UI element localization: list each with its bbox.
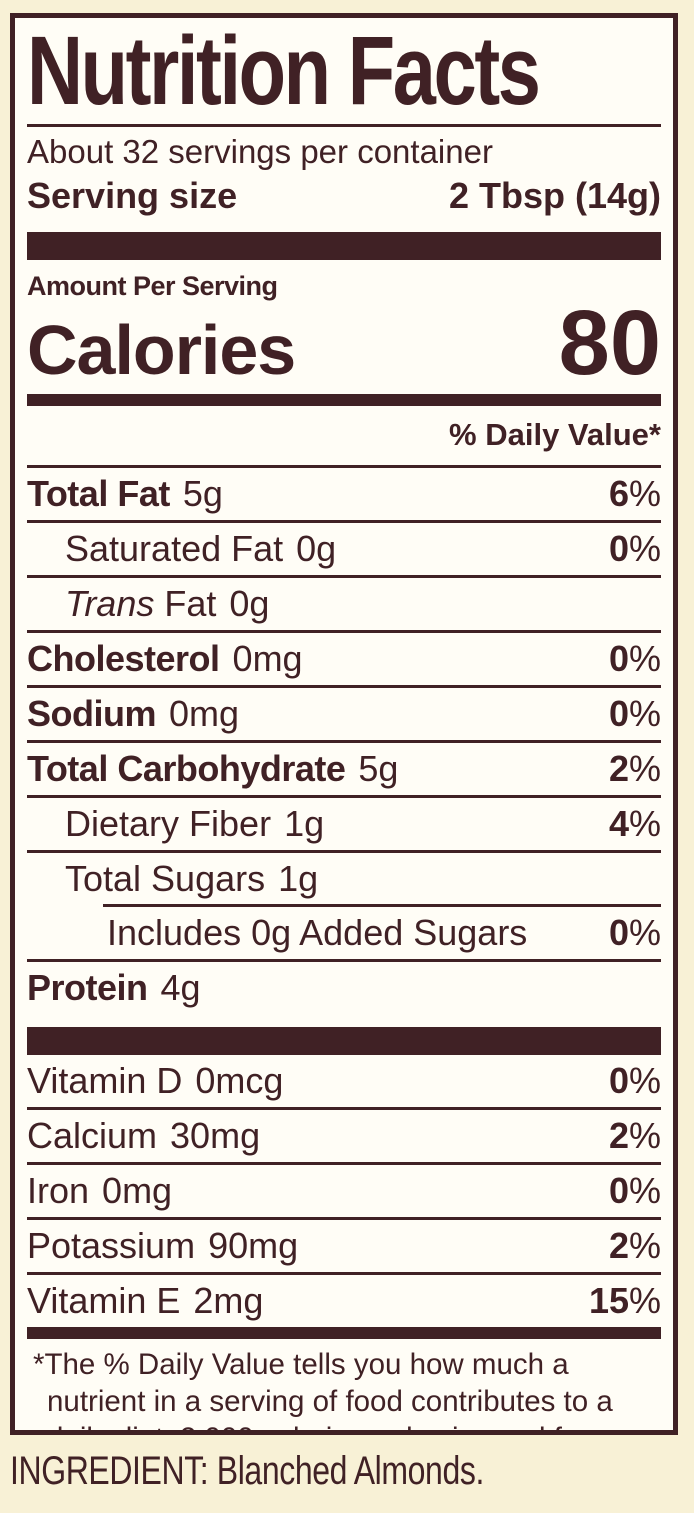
nutrient-name: Total Fat [27,473,170,515]
calories-row: Calories 80 [27,292,661,395]
calories-label: Calories [27,311,296,390]
nutrient-row: Dietary Fiber 1g 4% [27,794,661,850]
nutrient-name: Calcium [27,1115,158,1157]
nutrient-amount: 0mg [102,1169,173,1211]
nutrient-name: Saturated Fat [65,528,284,570]
nutrient-name: Iron [27,1169,90,1211]
daily-value-percent: 0% [608,1169,661,1211]
title-divider [27,124,661,128]
daily-value-percent: 0% [608,1060,661,1102]
nutrient-name: Vitamin E [27,1279,181,1321]
nutrient-amount: 1g [284,802,325,844]
vitamin-row: Potassium 90mg 2% [27,1216,661,1272]
nutrition-facts-title: Nutrition Facts [27,16,541,125]
thick-separator-bar-top [27,232,661,261]
ingredient-wrap: INGREDIENT: Blanched Almonds. [0,1435,694,1491]
nutrient-amount: 30mg [170,1115,261,1157]
nutrient-row: Total Sugars 1g [27,849,661,905]
daily-value-header: % Daily Value* [449,417,661,453]
nutrient-name: Total Carbohydrate [27,747,346,789]
nutrient-row: Trans Fat 0g [27,575,661,630]
nutrient-name: Cholesterol [27,638,220,680]
serving-size-label: Serving size [27,175,238,217]
nutrition-facts-label: Nutrition Facts About 32 servings per co… [10,13,678,1435]
nutrient-name: Sodium [27,692,157,734]
nutrient-row: Sodium 0mg 0% [27,684,661,740]
serving-size-row: Serving size 2 Tbsp (14g) [27,172,661,219]
nutrient-amount: 2mg [193,1279,264,1321]
nutrient-amount: 90mg [208,1224,299,1266]
nutrient-row: Includes 0g Added Sugars 0% [103,904,661,959]
nutrient-amount: 0g [296,528,337,570]
nutrient-name: Protein [27,967,148,1009]
medium-separator-bar-footnote [27,1326,661,1339]
nutrient-amount: 5g [182,473,223,515]
vitamin-row: Iron 0mg 0% [27,1161,661,1217]
nutrient-name: Fat [154,583,217,625]
serving-size-value: 2 Tbsp (14g) [448,175,661,217]
daily-value-percent: 0% [608,692,661,734]
thick-separator-bar-mid [27,1027,661,1056]
nutrient-amount: 4g [160,967,201,1009]
nutrient-name: Dietary Fiber [65,802,272,844]
nutrient-row: Saturated Fat 0g 0% [27,520,661,575]
servings-per-container: About 32 servings per container [27,133,493,171]
nutrient-name-italic: Trans [65,583,155,625]
vitamin-row: Vitamin E 2mg 15% [27,1271,661,1327]
ingredient-line: INGREDIENT: Blanched Almonds. [10,1449,484,1493]
vitamin-rows-section: Vitamin D 0mcg 0% Calcium 30mg 2% Iron 0mg … [27,1055,661,1326]
nutrient-name: Potassium [27,1224,196,1266]
calories-value: 80 [558,292,661,395]
nutrient-row: Cholesterol 0mg 0% [27,630,661,685]
daily-value-percent: 0% [608,528,661,570]
daily-value-percent: 0% [608,638,661,680]
daily-value-percent: 15% [588,1279,661,1321]
daily-value-percent: 2% [608,1224,661,1266]
nutrient-amount: 0mg [232,638,303,680]
daily-value-percent: 4% [608,802,661,844]
nutrient-row: Protein 4g [27,959,661,1014]
nutrient-rows-section: Total Fat 5g 6% Saturated Fat 0g 0% Trans … [27,465,661,1014]
nutrient-amount: 5g [358,747,399,789]
title-wrap: Nutrition Facts [27,16,661,125]
vitamin-row: Calcium 30mg 2% [27,1107,661,1162]
nutrient-row: Total Carbohydrate 5g 2% [27,739,661,795]
nutrient-amount: 0g [229,583,270,625]
vitamin-row: Vitamin D 0mcg 0% [27,1055,661,1107]
daily-value-percent: 6% [608,473,661,515]
amount-per-serving-label: Amount Per Serving [27,271,278,302]
nutrient-name: Vitamin D [27,1060,183,1102]
nutrient-amount: 0mg [169,692,240,734]
medium-separator-bar-calories [27,394,661,407]
nutrient-amount: 1g [278,857,319,899]
daily-value-percent: 0% [608,912,661,954]
nutrient-name: Total Sugars [65,857,266,899]
footnote-text: *The % Daily Value tells you how much a … [33,1347,613,1430]
page: { "colors": { "ink": "#402125", "label_b… [0,13,694,1513]
nutrient-row: Total Fat 5g 6% [27,465,661,520]
daily-value-percent: 2% [608,747,661,789]
daily-value-percent: 2% [608,1115,661,1157]
nutrient-name: Includes 0g Added Sugars [107,912,528,954]
nutrient-amount: 0mcg [195,1060,284,1102]
